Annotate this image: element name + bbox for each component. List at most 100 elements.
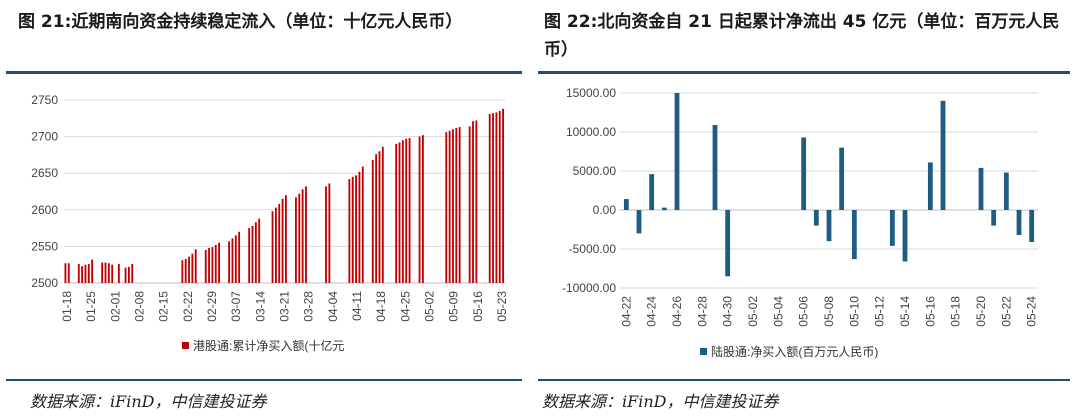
bar: [127, 266, 130, 283]
x-tick-label: 05-14: [898, 296, 912, 327]
y-tick-label: 15000.00: [566, 86, 616, 100]
right-chart-panel: 图 22:北向资金自 21 日起累计净流出 45 亿元（单位：百万元人民币） -…: [538, 0, 1080, 419]
y-tick-label: 0.00: [593, 203, 617, 217]
bar: [1003, 172, 1009, 210]
x-tick-label: 05-18: [949, 296, 963, 327]
right-bottom-rule: [538, 379, 1070, 381]
x-tick-label: 05-20: [974, 296, 988, 327]
bar: [67, 263, 70, 283]
bar: [204, 250, 207, 283]
bar: [231, 238, 234, 283]
bar: [348, 179, 351, 283]
x-tick-label: 01-25: [84, 291, 98, 322]
y-tick-label: -5000.00: [569, 242, 617, 256]
left-chart-title: 图 21:近期南向资金持续稳定流入（单位：十亿元人民币）: [18, 12, 463, 32]
bar: [978, 167, 984, 210]
bar: [328, 183, 331, 283]
x-tick-label: 03-07: [229, 291, 243, 322]
bar: [358, 171, 361, 283]
bar: [468, 126, 471, 283]
y-tick-label: 2700: [31, 130, 58, 144]
bar: [77, 263, 80, 283]
x-tick-label: 05-08: [822, 296, 836, 327]
bar: [826, 210, 832, 242]
x-tick-label: 04-28: [695, 296, 709, 327]
bar: [305, 186, 307, 283]
bar: [81, 266, 84, 283]
x-tick-label: 03-21: [278, 291, 292, 322]
bar: [661, 207, 667, 210]
right-top-rule: [538, 71, 1070, 74]
bar: [712, 124, 718, 210]
bar: [851, 210, 857, 260]
bar: [351, 176, 354, 283]
bar: [448, 130, 451, 283]
bar: [991, 210, 997, 226]
bar: [398, 142, 401, 283]
bar: [1016, 210, 1022, 235]
x-tick-label: 04-04: [326, 291, 340, 322]
x-tick-label: 05-02: [746, 296, 760, 327]
bar: [395, 143, 398, 283]
bar: [325, 186, 327, 283]
bar: [502, 108, 504, 283]
bar: [87, 263, 90, 283]
bar: [228, 241, 231, 283]
bar: [401, 140, 404, 283]
x-tick-label: 04-26: [670, 296, 684, 327]
bar: [254, 222, 257, 283]
bar: [124, 267, 127, 283]
bar: [188, 256, 190, 283]
bar: [278, 203, 281, 283]
bar: [111, 264, 114, 283]
left-bar-chart: 2500 2550 2600 2650 2700 2750 01-18 01-25 02-01 0…: [31, 93, 509, 353]
y-tick-label: 5000.00: [573, 164, 617, 178]
bar: [208, 247, 210, 283]
x-tick-label: 02-01: [108, 291, 122, 322]
bar: [194, 249, 197, 283]
bar: [495, 112, 498, 283]
right-source-note: 数据来源：iFinD，中信建投证券: [542, 392, 779, 411]
bar: [218, 242, 221, 283]
bar: [211, 247, 214, 283]
bar: [295, 197, 297, 283]
bar: [445, 132, 448, 283]
bar: [84, 264, 87, 283]
bar: [371, 160, 374, 283]
y-tick-label: 2600: [31, 203, 58, 217]
bar: [902, 210, 908, 262]
bar: [234, 235, 237, 283]
bar: [378, 151, 381, 283]
x-tick-label: 02-15: [157, 291, 171, 322]
bar: [418, 136, 421, 283]
bar: [649, 174, 655, 210]
bar: [107, 263, 110, 283]
bar: [214, 244, 217, 283]
legend-label: 港股通:累计净买入额(十亿元: [193, 338, 344, 353]
bar: [940, 100, 946, 210]
legend-label: 陆股通:净买入额(百万元人民币): [711, 344, 878, 359]
x-tick-label: 05-16: [923, 296, 937, 327]
x-tick-label: 02-08: [133, 291, 147, 322]
bar: [301, 189, 304, 283]
bar: [274, 207, 277, 283]
bar: [801, 137, 807, 210]
x-tick-label: 03-14: [253, 291, 267, 322]
bar: [452, 129, 454, 283]
x-tick-label: 01-18: [60, 291, 74, 322]
bar: [381, 146, 384, 283]
x-tick-label: 04-22: [619, 296, 633, 327]
bar: [248, 228, 251, 283]
bar: [101, 262, 104, 283]
x-tick-label: 05-22: [999, 296, 1013, 327]
bar: [117, 263, 120, 283]
bar: [355, 175, 357, 283]
bar: [488, 113, 491, 283]
bar: [298, 193, 301, 283]
bar: [889, 210, 895, 246]
x-tick-label: 05-10: [847, 296, 861, 327]
bar: [725, 210, 731, 277]
x-tick-label: 02-22: [181, 291, 195, 322]
bar: [458, 127, 461, 283]
bar: [623, 199, 629, 210]
